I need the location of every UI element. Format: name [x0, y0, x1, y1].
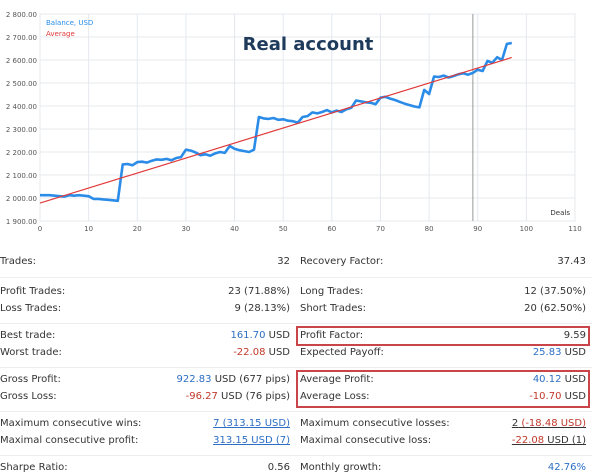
gross-profit-value: 922.83 USD (677 pips)	[176, 374, 290, 385]
x-tick-label: 20	[133, 225, 142, 233]
loss-trades-label: Loss Trades:	[0, 303, 62, 314]
max-consecutive-loss-value[interactable]: -22.08 USD (1)	[511, 435, 586, 446]
x-tick-label: 100	[520, 225, 533, 233]
average-loss-label: Average Loss:	[300, 391, 370, 402]
monthly-growth-label: Monthly growth:	[300, 462, 382, 473]
stats-row: Best trade: 161.70 USD Profit Factor: 9.…	[0, 328, 592, 344]
sharpe-ratio-label: Sharpe Ratio:	[0, 462, 68, 473]
x-tick-label: 50	[279, 225, 288, 233]
stats-row: Trades: 32 Recovery Factor: 37.43	[0, 254, 592, 270]
y-tick-label: 2 500.00	[6, 80, 37, 88]
stats-row: Maximum consecutive wins: 7 (313.15 USD)…	[0, 416, 592, 432]
x-tick-label: 110	[568, 225, 581, 233]
sharpe-ratio-value: 0.56	[267, 462, 290, 473]
loss-trades-value: 9 (28.13%)	[234, 303, 290, 314]
y-tick-label: 2 000.00	[6, 195, 37, 203]
x-tick-label: 40	[230, 225, 239, 233]
stats-row: Maximal consecutive profit: 313.15 USD (…	[0, 433, 592, 449]
x-tick-label: 30	[181, 225, 190, 233]
stats-row: Sharpe Ratio: 0.56 Monthly growth: 42.76…	[0, 460, 592, 476]
max-consecutive-profit-value[interactable]: 313.15 USD (7)	[213, 435, 290, 446]
max-consecutive-profit-label: Maximal consecutive profit:	[0, 435, 139, 446]
gross-loss-label: Gross Loss:	[0, 391, 57, 402]
max-consecutive-loss-label: Maximal consecutive loss:	[300, 435, 432, 446]
profit-trades-label: Profit Trades:	[0, 286, 66, 297]
balance-chart: 1 900.00 2 000.00 2 100.00 2 200.00 2 300.00…	[6, 11, 582, 233]
average-profit-loss-highlight	[296, 370, 590, 408]
best-trade-value: 161.70 USD	[230, 330, 290, 341]
y-tick-label: 2 700.00	[6, 34, 37, 42]
average-profit-label: Average Profit:	[300, 374, 374, 385]
average-series-line	[39, 56, 512, 204]
x-tick-label: 60	[327, 225, 336, 233]
y-tick-label: 2 100.00	[6, 172, 37, 180]
y-tick-label: 2 600.00	[6, 57, 37, 65]
expected-payoff-label: Expected Payoff:	[300, 347, 384, 358]
chart-title: Real account	[243, 34, 374, 55]
long-trades-value: 12 (37.50%)	[524, 286, 586, 297]
x-tick-label: 90	[473, 225, 482, 233]
legend-balance: Balance, USD	[46, 19, 93, 27]
gross-profit-label: Gross Profit:	[0, 374, 61, 385]
expected-payoff-value: 25.83 USD	[532, 347, 586, 358]
stats-row: Profit Trades: 23 (71.88%) Long Trades: …	[0, 284, 592, 300]
y-tick-label: 2 400.00	[6, 103, 37, 111]
monthly-growth-value: 42.76%	[547, 462, 586, 473]
profit-factor-highlight	[296, 326, 590, 346]
gross-loss-value: -96.27 USD (76 pips)	[185, 391, 290, 402]
short-trades-value: 20 (62.50%)	[524, 303, 586, 314]
long-trades-label: Long Trades:	[300, 286, 364, 297]
legend-average: Average	[46, 30, 75, 38]
profit-trades-value: 23 (71.88%)	[228, 286, 290, 297]
average-loss-value: -10.70 USD	[529, 391, 586, 402]
profit-factor-label: Profit Factor:	[300, 330, 364, 341]
max-consecutive-losses-label: Maximum consecutive losses:	[300, 418, 450, 429]
best-trade-label: Best trade:	[0, 330, 56, 341]
stats-row: Worst trade: -22.08 USD Expected Payoff:…	[0, 345, 592, 361]
recovery-factor-label: Recovery Factor:	[300, 256, 384, 267]
max-consecutive-losses-value[interactable]: 2 (-18.48 USD)	[511, 418, 586, 429]
profit-factor-value: 9.59	[563, 330, 586, 341]
y-tick-label: 2 800.00	[6, 11, 37, 19]
y-tick-label: 2 300.00	[6, 126, 37, 134]
x-tick-label: 80	[425, 225, 434, 233]
trades-value: 32	[277, 256, 290, 267]
worst-trade-value: -22.08 USD	[233, 347, 290, 358]
x-tick-label: 70	[376, 225, 385, 233]
stats-row: Gross Profit: 922.83 USD (677 pips) Aver…	[0, 372, 592, 388]
y-tick-label: 1 900.00	[6, 218, 37, 226]
short-trades-label: Short Trades:	[300, 303, 366, 314]
trades-label: Trades:	[0, 256, 36, 267]
max-consecutive-wins-label: Maximum consecutive wins:	[0, 418, 142, 429]
y-tick-label: 2 200.00	[6, 149, 37, 157]
x-tick-label: 0	[38, 225, 42, 233]
recovery-factor-value: 37.43	[557, 256, 586, 267]
stats-row: Loss Trades: 9 (28.13%) Short Trades: 20…	[0, 301, 592, 317]
stats-row: Gross Loss: -96.27 USD (76 pips) Average…	[0, 389, 592, 405]
plot-area	[39, 13, 576, 222]
worst-trade-label: Worst trade:	[0, 347, 62, 358]
x-tick-label: 10	[84, 225, 93, 233]
x-axis-label: Deals	[550, 209, 570, 217]
average-profit-value: 40.12 USD	[532, 374, 586, 385]
balance-series-line	[40, 41, 513, 203]
max-consecutive-wins-value[interactable]: 7 (313.15 USD)	[213, 418, 290, 429]
